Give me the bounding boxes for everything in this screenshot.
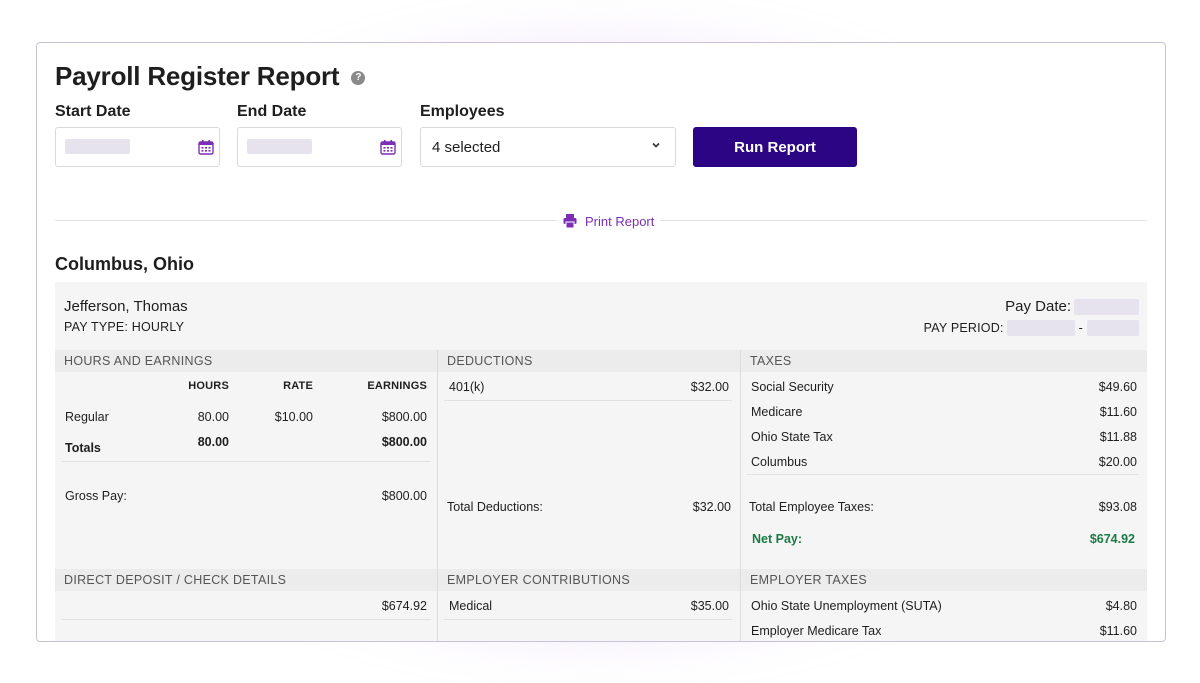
employees-select-value: 4 selected xyxy=(432,139,501,156)
end-date-input[interactable] xyxy=(237,127,402,167)
gross-pay-value: $800.00 xyxy=(381,489,427,503)
pay-period-separator: - xyxy=(1078,321,1083,335)
employees-select[interactable]: 4 selected xyxy=(420,127,676,167)
deduction-label: 401(k) xyxy=(449,380,485,394)
pay-period: PAY PERIOD: - xyxy=(924,320,1139,336)
start-date-value-redacted xyxy=(65,139,130,154)
question-circle-icon[interactable]: ? xyxy=(351,70,366,85)
pay-period-end-redacted xyxy=(1087,320,1139,336)
pay-date: Pay Date: xyxy=(1005,298,1139,315)
page-title: Payroll Register Report xyxy=(55,61,340,91)
employer-contributions-header: EMPLOYER CONTRIBUTIONS xyxy=(438,569,740,591)
total-deductions-label: Total Deductions: xyxy=(447,500,543,514)
earnings-row-label: Regular xyxy=(65,410,109,424)
earnings-row-hours: 80.00 xyxy=(197,410,229,424)
report-card: Payroll Register Report ? Start Date End… xyxy=(36,42,1166,642)
employee-report: Jefferson, Thomas PAY TYPE: HOURLY Pay D… xyxy=(55,282,1147,641)
title-row: Payroll Register Report ? xyxy=(55,61,366,92)
direct-deposit-header: DIRECT DEPOSIT / CHECK DETAILS xyxy=(55,569,437,591)
employer-contribution-value: $35.00 xyxy=(690,599,729,613)
deductions-header: DEDUCTIONS xyxy=(438,350,740,372)
employer-tax-label: Employer Medicare Tax xyxy=(751,624,882,638)
earnings-row-earnings: $800.00 xyxy=(381,410,427,424)
location-heading: Columbus, Ohio xyxy=(55,254,194,274)
pay-period-start-redacted xyxy=(1006,320,1075,336)
row-divider xyxy=(61,461,431,462)
column-divider xyxy=(740,350,741,641)
tax-row-value: $11.60 xyxy=(1099,405,1137,419)
earnings-column-header: EARNINGS xyxy=(367,380,427,392)
print-report-label: Print Report xyxy=(585,213,655,229)
employer-tax-value: $4.80 xyxy=(1105,599,1137,613)
pay-period-label: PAY PERIOD: xyxy=(923,321,1004,335)
tax-row-label: Social Security xyxy=(751,380,834,394)
deduction-value: $32.00 xyxy=(690,380,729,394)
run-report-button[interactable]: Run Report xyxy=(693,127,857,167)
employer-tax-label: Ohio State Unemployment (SUTA) xyxy=(751,599,942,613)
employer-taxes-header: EMPLOYER TAXES xyxy=(741,569,1147,591)
hours-column-header: HOURS xyxy=(188,380,229,392)
net-pay-label: Net Pay: xyxy=(752,532,803,546)
tax-row-value: $49.60 xyxy=(1098,380,1137,394)
total-employee-taxes-label: Total Employee Taxes: xyxy=(749,500,874,514)
taxes-header: TAXES xyxy=(741,350,1147,372)
calendar-icon[interactable] xyxy=(380,139,396,155)
calendar-icon[interactable] xyxy=(198,139,214,155)
rate-column-header: RATE xyxy=(283,380,313,392)
total-employee-taxes-value: $93.08 xyxy=(1098,500,1137,514)
start-date-input[interactable] xyxy=(55,127,220,167)
employee-name: Jefferson, Thomas xyxy=(64,298,188,315)
net-pay-value: $674.92 xyxy=(1089,532,1135,546)
pay-date-redacted xyxy=(1074,298,1139,315)
row-divider xyxy=(747,474,1139,475)
employer-contribution-label: Medical xyxy=(449,599,493,613)
print-report-link[interactable]: Print Report xyxy=(557,213,661,229)
row-divider xyxy=(61,619,431,620)
total-deductions-value: $32.00 xyxy=(692,500,731,514)
pay-date-label: Pay Date: xyxy=(1005,298,1071,315)
tax-row-label: Columbus xyxy=(751,455,808,469)
employees-label: Employees xyxy=(420,103,505,120)
row-divider xyxy=(444,619,732,620)
direct-deposit-value: $674.92 xyxy=(381,599,427,613)
chevron-down-icon xyxy=(652,142,660,148)
tax-row-label: Medicare xyxy=(751,405,803,419)
tax-row-value: $11.88 xyxy=(1099,430,1137,444)
column-divider xyxy=(437,350,438,641)
employer-tax-value: $11.60 xyxy=(1099,624,1137,638)
row-divider xyxy=(444,400,732,401)
tax-row-label: Ohio State Tax xyxy=(751,430,833,444)
totals-hours: 80.00 xyxy=(197,435,229,449)
totals-label: Totals xyxy=(65,441,101,455)
start-date-label: Start Date xyxy=(55,103,131,120)
end-date-label: End Date xyxy=(237,103,307,120)
printer-icon xyxy=(563,214,577,229)
hours-earnings-header: HOURS AND EARNINGS xyxy=(55,350,437,372)
gross-pay-label: Gross Pay: xyxy=(65,489,127,503)
totals-earnings: $800.00 xyxy=(381,435,427,449)
end-date-value-redacted xyxy=(247,139,312,154)
pay-type: PAY TYPE: HOURLY xyxy=(64,320,185,334)
tax-row-value: $20.00 xyxy=(1098,455,1137,469)
earnings-row-rate: $10.00 xyxy=(274,410,313,424)
